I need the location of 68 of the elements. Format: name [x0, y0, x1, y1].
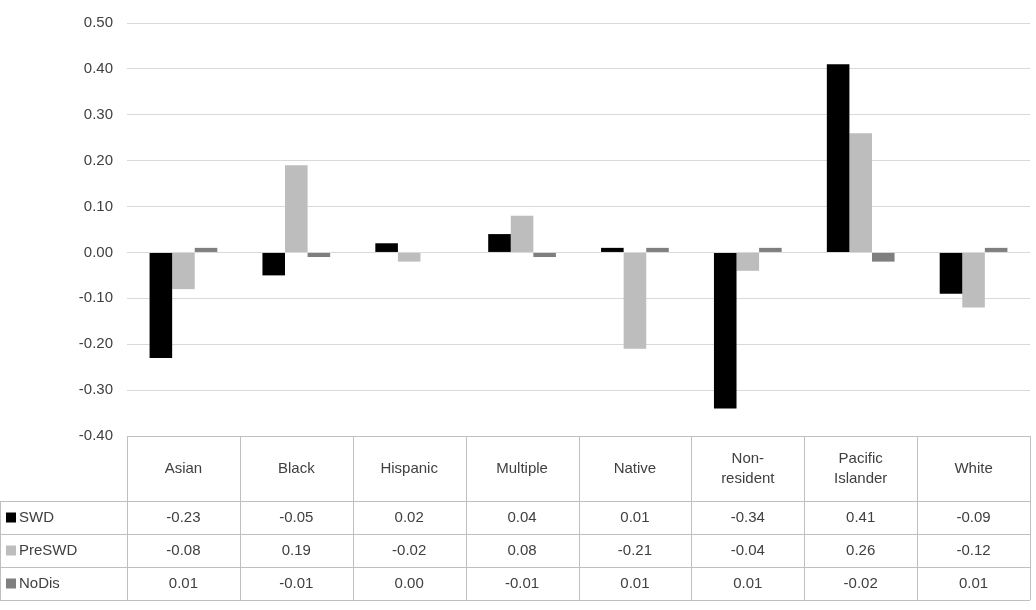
legend-label: PreSWD: [19, 540, 78, 558]
bar: [397, 252, 421, 262]
bar: [736, 252, 760, 271]
x-tick-label: Non-resident: [721, 448, 776, 486]
data-label: 0.00: [394, 573, 424, 591]
data-label: 0.01: [733, 573, 763, 591]
data-label: 0.04: [507, 507, 537, 525]
x-tick-label: Pacific Islander: [834, 448, 888, 486]
bar: [510, 215, 534, 252]
bar: [849, 133, 872, 252]
bar: [601, 247, 624, 252]
bar: [713, 252, 737, 409]
data-label: 0.01: [620, 507, 650, 525]
data-label: -0.08: [166, 540, 201, 558]
data-label: 0.19: [281, 540, 311, 558]
x-tick-label: Hispanic: [380, 458, 439, 476]
data-label: -0.01: [279, 573, 314, 591]
x-tick-label: Black: [277, 458, 316, 476]
data-label: -0.04: [730, 540, 765, 558]
bar: [623, 252, 647, 349]
bar: [533, 252, 556, 258]
y-tick-label: 0.10: [83, 196, 113, 214]
data-label: 0.41: [846, 507, 876, 525]
data-label: -0.09: [956, 507, 991, 525]
bar: [962, 252, 985, 308]
data-label: -0.23: [166, 507, 201, 525]
x-tick-label: Asian: [164, 458, 203, 476]
y-tick-label: 0.40: [83, 59, 113, 77]
x-tick-label: White: [954, 458, 993, 476]
y-tick-label: 0.00: [83, 242, 113, 260]
data-label: 0.01: [958, 573, 989, 591]
bar: [375, 243, 398, 252]
bar: [172, 252, 195, 290]
data-label: 0.01: [620, 573, 650, 591]
bar: [871, 252, 895, 262]
data-label: 0.26: [846, 540, 876, 558]
bar: [939, 252, 963, 294]
bar: [194, 247, 218, 252]
y-tick-label: 0.30: [83, 104, 113, 122]
data-label: -0.02: [843, 573, 878, 591]
y-tick-label: -0.10: [78, 288, 113, 306]
bar: [307, 252, 331, 258]
y-tick-label: 0.20: [83, 150, 113, 168]
legend-label: SWD: [19, 507, 55, 525]
data-label: -0.21: [617, 540, 653, 558]
bar: [646, 247, 669, 252]
data-label: -0.34: [730, 507, 765, 525]
data-label: 0.08: [507, 540, 537, 558]
data-label: -0.12: [956, 540, 991, 558]
data-label: -0.05: [279, 507, 314, 525]
data-label: 0.02: [394, 507, 424, 525]
data-label: -0.01: [504, 573, 540, 591]
bar: [262, 252, 286, 276]
y-tick-label: -0.20: [78, 334, 113, 352]
data-label: 0.01: [168, 573, 199, 591]
bar: [826, 64, 850, 252]
bar: [984, 247, 1008, 252]
y-tick-label: -0.40: [78, 426, 113, 444]
y-tick-label: 0.50: [83, 13, 113, 31]
bar: [285, 165, 308, 252]
y-tick-label: -0.30: [78, 380, 113, 398]
x-tick-label: Multiple: [496, 458, 548, 476]
bar: [488, 234, 511, 252]
bar: [149, 252, 173, 358]
data-label: -0.02: [392, 540, 427, 558]
x-tick-label: Native: [613, 458, 657, 476]
legend-label: NoDis: [19, 573, 60, 591]
bar: [759, 247, 782, 252]
